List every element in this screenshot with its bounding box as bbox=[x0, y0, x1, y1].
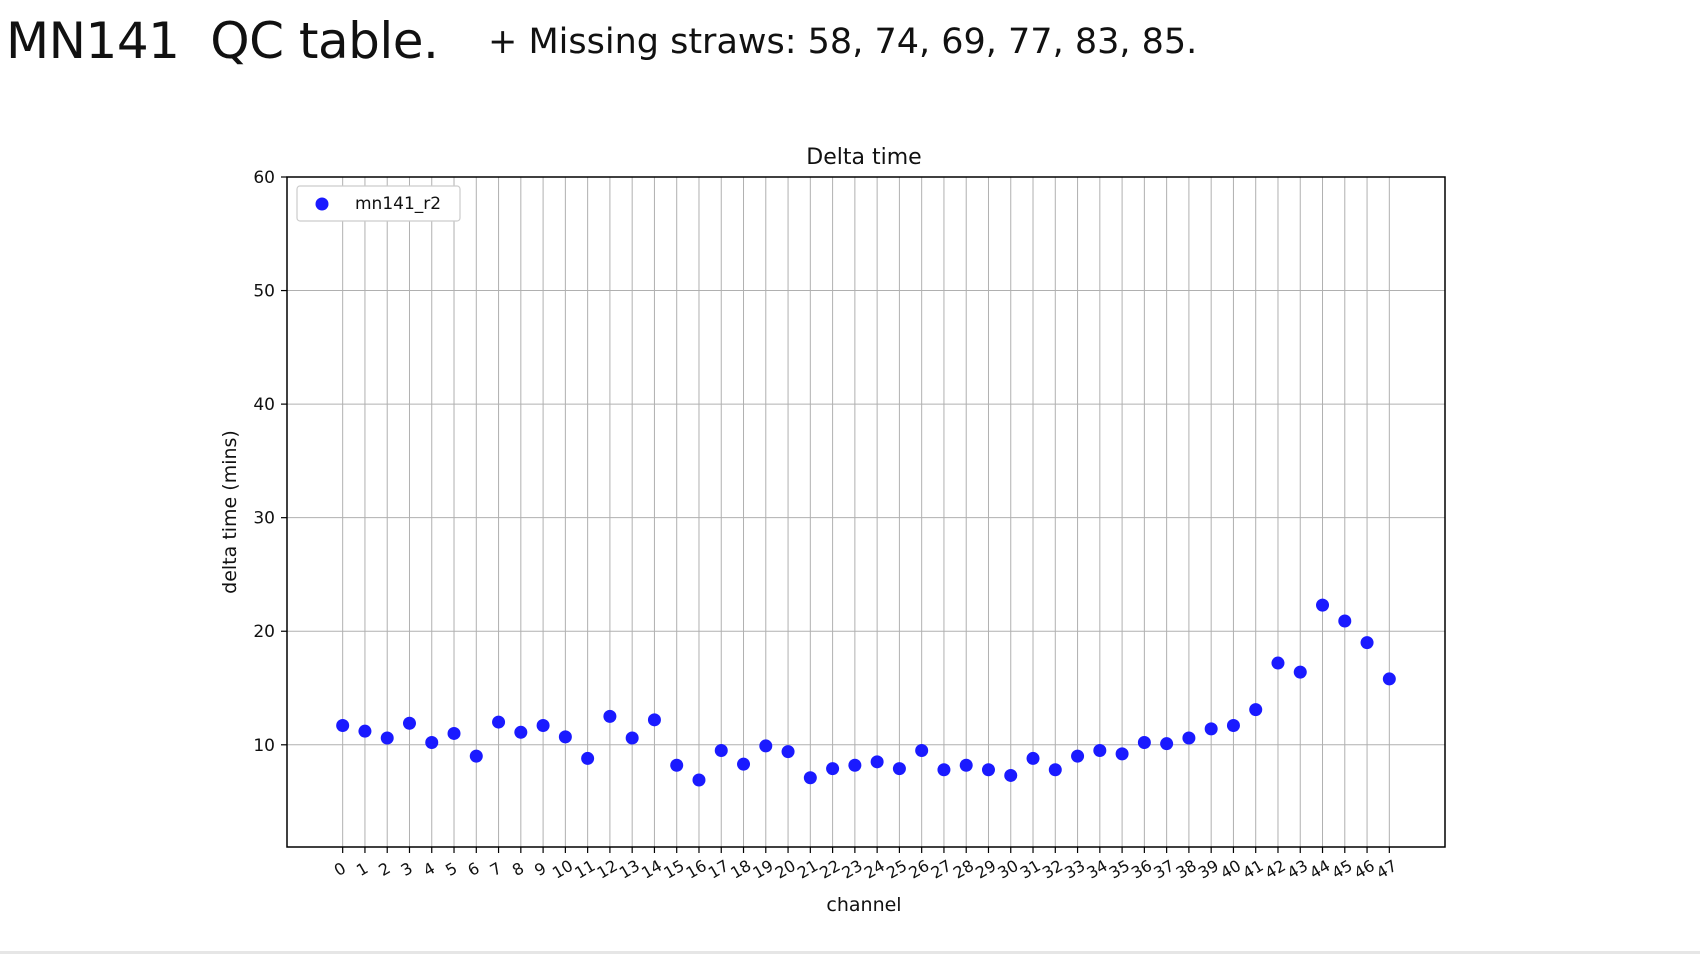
legend-label: mn141_r2 bbox=[355, 194, 441, 214]
y-tick-label: 30 bbox=[253, 509, 275, 529]
data-point bbox=[714, 743, 728, 757]
data-point bbox=[870, 755, 884, 769]
x-tick-label: 9 bbox=[531, 858, 549, 880]
data-point bbox=[625, 731, 639, 745]
y-axis-label: delta time (mins) bbox=[219, 430, 241, 594]
x-tick-label: 1 bbox=[353, 858, 371, 880]
x-tick-label: 4 bbox=[420, 858, 438, 880]
data-point bbox=[380, 731, 394, 745]
data-point bbox=[1271, 656, 1285, 670]
data-point bbox=[425, 736, 439, 750]
data-point bbox=[402, 716, 416, 730]
x-tick-label: 7 bbox=[487, 858, 505, 880]
data-point bbox=[603, 709, 617, 723]
data-point bbox=[1338, 614, 1352, 628]
data-point bbox=[336, 718, 350, 732]
y-tick-label: 40 bbox=[253, 395, 275, 415]
missing-straws-note: + Missing straws: 58, 74, 69, 77, 83, 85… bbox=[488, 22, 1198, 62]
data-point bbox=[647, 713, 661, 727]
data-point bbox=[469, 749, 483, 763]
y-tick-label: 10 bbox=[253, 736, 275, 756]
data-point bbox=[581, 751, 595, 765]
x-tick-label: 47 bbox=[1373, 856, 1400, 883]
data-point bbox=[1226, 718, 1240, 732]
data-point bbox=[670, 758, 684, 772]
data-point bbox=[514, 725, 528, 739]
x-tick-label: 5 bbox=[442, 858, 460, 880]
data-point bbox=[759, 739, 773, 753]
data-point bbox=[1249, 703, 1263, 717]
legend-marker bbox=[315, 197, 329, 211]
data-point bbox=[358, 724, 372, 738]
data-point bbox=[536, 718, 550, 732]
x-tick-label: 2 bbox=[375, 858, 393, 880]
grid-lines bbox=[287, 176, 1445, 847]
data-point bbox=[981, 763, 995, 777]
y-tick-label: 20 bbox=[253, 622, 275, 642]
data-point bbox=[1204, 722, 1218, 736]
data-point bbox=[803, 771, 817, 785]
data-point bbox=[937, 763, 951, 777]
data-point bbox=[1160, 737, 1174, 751]
x-tick-label: 6 bbox=[464, 858, 482, 880]
data-point bbox=[1048, 763, 1062, 777]
data-point bbox=[1026, 751, 1040, 765]
data-point bbox=[781, 745, 795, 759]
legend: mn141_r2 bbox=[296, 185, 461, 222]
data-point bbox=[1137, 736, 1151, 750]
y-axis-ticks: 10 20 30 40 50 60 bbox=[253, 168, 287, 756]
data-point bbox=[1115, 747, 1129, 761]
data-point bbox=[1360, 636, 1374, 650]
data-point bbox=[826, 762, 840, 776]
data-point bbox=[1293, 665, 1307, 679]
x-tick-label: 0 bbox=[331, 858, 349, 880]
data-point bbox=[558, 730, 572, 744]
x-tick-label: 3 bbox=[398, 858, 416, 880]
data-point bbox=[692, 773, 706, 787]
data-point bbox=[1382, 672, 1396, 686]
data-point bbox=[848, 758, 862, 772]
x-axis-label: channel bbox=[826, 894, 901, 916]
data-point bbox=[892, 762, 906, 776]
data-point bbox=[737, 757, 751, 771]
data-point bbox=[492, 715, 506, 729]
data-point bbox=[447, 726, 461, 740]
slide-bottom-rule bbox=[0, 951, 1700, 954]
plot-frame bbox=[286, 176, 1446, 848]
series-mn141-r2 bbox=[336, 598, 1396, 787]
data-point bbox=[1071, 749, 1085, 763]
y-tick-label: 60 bbox=[253, 168, 275, 188]
chart-title: Delta time bbox=[806, 145, 921, 170]
y-tick-label: 50 bbox=[253, 282, 275, 302]
data-point bbox=[1004, 768, 1018, 782]
legend-box bbox=[296, 185, 461, 222]
data-point bbox=[959, 758, 973, 772]
data-point bbox=[1316, 598, 1330, 612]
slide-title: MN141 QC table. bbox=[6, 12, 439, 70]
data-point bbox=[1182, 731, 1196, 745]
x-tick-label: 8 bbox=[509, 858, 527, 880]
data-point bbox=[1093, 743, 1107, 757]
data-point bbox=[915, 743, 929, 757]
x-axis-ticks: 0 1 2 3 4 5 6 7 8 9 101112131415161718192021222324… bbox=[331, 847, 1400, 883]
